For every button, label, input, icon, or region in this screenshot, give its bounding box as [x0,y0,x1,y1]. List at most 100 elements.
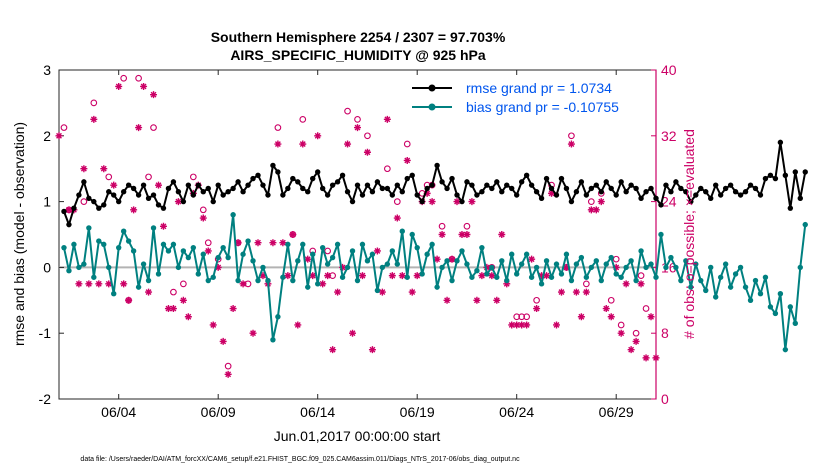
legend-rmse-label: rmse grand pr = 1.0734 [466,80,612,96]
bias-point [384,261,391,267]
obs-evaluated-point [567,140,575,148]
obs-evaluated-point [433,255,441,263]
obs-evaluated-point [647,313,655,321]
rmse-point [538,195,545,202]
bias-point [76,264,82,271]
obs-possible-point [393,198,401,205]
obs-evaluated-point [632,337,640,345]
rmse-point [762,175,769,182]
obs-evaluated-point [478,272,486,280]
obs-evaluated-point [309,272,317,280]
bias-point [220,244,226,251]
bias-point [772,310,779,317]
bias-point [618,274,624,280]
obs-possible-point [568,132,575,140]
rmse-point [578,179,585,185]
rmse-point [713,182,719,188]
rmse-point [235,179,241,185]
obs-possible-point [90,99,98,107]
y2-tick-label: 32 [661,128,677,144]
bias-point [364,258,371,264]
rmse-point [230,185,236,192]
obs-possible-point [60,124,68,131]
rmse-point [504,182,510,188]
obs-possible-point [523,313,531,321]
rmse-point [548,185,555,192]
rmse-point [101,202,107,208]
rmse-point [608,185,614,192]
rmse-point [563,185,570,192]
bias-point [165,248,172,254]
obs-possible-point [632,329,640,337]
rmse-point [439,179,445,185]
obs-evaluated-point [428,198,436,206]
rmse-point [91,198,97,205]
obs-evaluated-point [408,288,416,296]
obs-evaluated-point [174,198,182,206]
legend-rmse-marker [428,84,436,92]
rmse-point [474,192,480,198]
rmse-point [160,205,167,211]
rmse-point [708,195,714,202]
rmse-point [787,205,794,211]
rmse-point [593,182,599,188]
obs-evaluated-point [652,354,660,362]
rmse-point [324,192,331,198]
bias-point [598,277,604,284]
obs-evaluated-point [543,272,551,280]
obs-possible-point [533,296,540,304]
obs-possible-point [180,280,187,288]
bias-point [319,244,326,251]
y2-axis-label: # of obs: o=possible; ×=evaluated [681,129,697,339]
obs-possible-point [513,313,521,321]
obs-evaluated-point [358,272,366,280]
y-tick-label: -1 [39,325,52,341]
obs-evaluated-point [572,288,580,296]
rmse-point [180,198,187,205]
obs-possible-point [224,362,232,370]
obs-evaluated-point [523,321,531,329]
rmse-point [683,189,689,195]
obs-evaluated-point [622,280,630,288]
bias-point [409,231,415,238]
rmse-point [205,185,211,192]
bias-point [628,258,634,264]
obs-possible-point [642,305,650,312]
obs-evaluated-point [373,247,381,255]
obs-evaluated-point [642,354,650,362]
obs-evaluated-point [259,272,267,280]
rmse-point [603,179,609,185]
rmse-point [509,185,515,192]
obs-evaluated-point [557,288,565,296]
rmse-point [454,192,460,198]
obs-evaluated-point [483,263,491,271]
bias-point [150,225,157,231]
rmse-point [175,189,182,195]
obs-evaluated-point [553,321,560,329]
rmse-series [61,139,808,228]
rmse-point [767,172,774,178]
obs-possible-point [120,74,128,82]
bias-point [130,248,137,254]
bias-point [518,261,525,267]
bias-point [533,264,540,271]
obs-evaluated-point [493,296,501,304]
rmse-point [280,192,286,198]
obs-evaluated-point [582,288,590,296]
obs-evaluated-point [354,124,361,132]
obs-evaluated-point [473,296,481,304]
obs-evaluated-point [617,329,625,337]
bias-point [678,277,684,284]
bias-point [250,258,256,264]
rmse-point [459,198,465,205]
obs-evaluated-point [314,132,322,140]
obs-evaluated-point [100,165,108,173]
rmse-point [135,192,142,198]
rmse-point [319,185,326,192]
rmse-point [737,192,744,198]
obs-evaluated-point [140,82,148,90]
bias-point [61,244,67,251]
bias-point [135,284,142,290]
rmse-point [250,175,256,182]
